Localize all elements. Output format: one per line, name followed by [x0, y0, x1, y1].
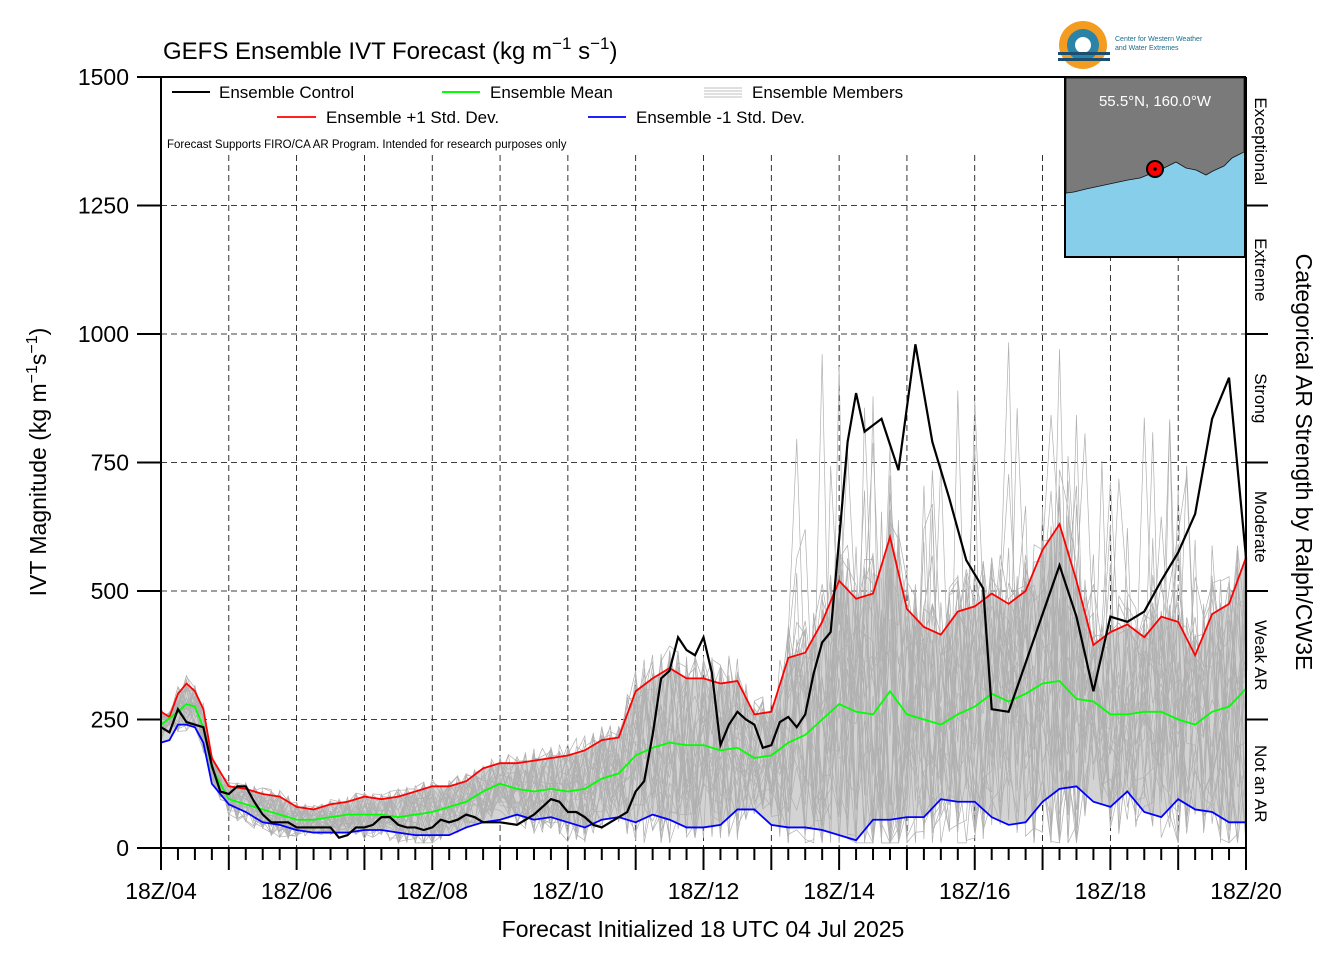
- ensemble-members: [160, 342, 1247, 845]
- ar-category-labels: Not an AR Weak AR Moderate Strong Extreme Exc…: [1251, 97, 1270, 822]
- ensemble-member-line: [160, 414, 1247, 845]
- ar-category-label: Extreme: [1251, 238, 1270, 301]
- ensemble-member-line: [160, 520, 1247, 844]
- chart-title: GEFS Ensemble IVT Forecast (kg m−1 s−1): [163, 34, 617, 65]
- inset-coordinate-label: 55.5°N, 160.0°W: [1099, 93, 1212, 110]
- ar-category-label: Strong: [1251, 373, 1270, 423]
- legend-label-plus-std: Ensemble +1 Std. Dev.: [326, 108, 499, 127]
- ar-category-label: Not an AR: [1251, 745, 1270, 823]
- legend-swatch-members: [704, 87, 742, 98]
- ar-category-label: Weak AR: [1251, 620, 1270, 691]
- tick-labels: 0 250 500 750 1000 1250 1500 18Z/04 18Z/06 18Z/08…: [78, 64, 1282, 904]
- x-tick-label: 18Z/12: [668, 878, 740, 904]
- legend-label-mean: Ensemble Mean: [490, 83, 613, 102]
- legend-label-control: Ensemble Control: [219, 83, 354, 102]
- inset-land: [1065, 77, 1245, 194]
- y-tick-label: 1500: [78, 64, 129, 90]
- series-control: [160, 344, 1248, 839]
- x-axis-label: Forecast Initialized 18 UTC 04 Jul 2025: [502, 916, 905, 942]
- series-minus-std: [160, 723, 1247, 842]
- x-tick-label: 18Z/14: [803, 878, 875, 904]
- y-tick-label: 1250: [78, 193, 129, 219]
- y-tick-label: 750: [91, 450, 129, 476]
- x-tick-label: 18Z/10: [532, 878, 604, 904]
- y-axis-label: IVT Magnitude (kg m−1s−1): [24, 328, 51, 597]
- series-lines: [160, 344, 1248, 842]
- y-tick-label: 250: [91, 707, 129, 733]
- legend-label-minus-std: Ensemble -1 Std. Dev.: [636, 108, 805, 127]
- inset-map: 55.5°N, 160.0°W: [1064, 76, 1246, 258]
- ensemble-member-line: [160, 516, 1247, 844]
- series-plus-std: [160, 522, 1247, 811]
- x-tick-label: 18Z/18: [1075, 878, 1147, 904]
- right-axis-label: Categorical AR Strength by Ralph/CW3E: [1291, 254, 1317, 671]
- x-tick-label: 18Z/04: [125, 878, 197, 904]
- ensemble-member-line: [160, 408, 1247, 844]
- ensemble-member-line: [160, 526, 1247, 844]
- y-tick-label: 0: [116, 835, 129, 861]
- x-tick-label: 18Z/08: [396, 878, 468, 904]
- ensemble-member-line: [160, 492, 1247, 843]
- ensemble-member-line: [160, 485, 1247, 843]
- legend: Ensemble Control Ensemble Mean Ensemble …: [167, 83, 903, 151]
- ar-category-label: Moderate: [1251, 491, 1270, 563]
- y-tick-label: 500: [91, 578, 129, 604]
- legend-label-members: Ensemble Members: [752, 83, 903, 102]
- ar-category-label: Exceptional: [1251, 97, 1270, 185]
- x-tick-label: 18Z/06: [261, 878, 333, 904]
- y-tick-label: 1000: [78, 321, 129, 347]
- logo-text-line2: and Water Extremes: [1115, 45, 1179, 52]
- cw3e-logo: Center for Western Weather and Water Ext…: [1058, 21, 1203, 69]
- x-tick-label: 18Z/20: [1210, 878, 1282, 904]
- research-note: Forecast Supports FIRO/CA AR Program. In…: [167, 139, 567, 151]
- x-tick-label: 18Z/16: [939, 878, 1011, 904]
- logo-text-line1: Center for Western Weather: [1115, 36, 1203, 43]
- series-mean: [160, 679, 1247, 821]
